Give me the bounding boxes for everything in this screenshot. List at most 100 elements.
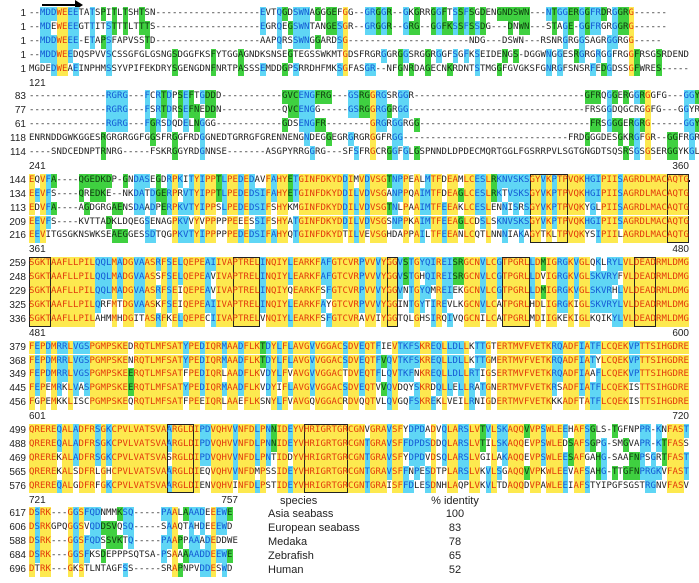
residue: E [128,368,134,383]
residue: N [436,147,442,157]
residue: L [73,271,79,285]
residue: D [51,62,57,77]
residue: G [111,90,117,105]
residue: - [667,63,673,74]
residue: - [436,91,442,102]
residue: E [496,368,502,383]
sequence: ----SNDCEDNPTRNRG-----FSKRGGYRDGNNSE----… [29,146,699,160]
residue: F [161,133,167,144]
residue: - [540,21,546,32]
residue: Y [293,437,299,452]
residue: E [650,63,656,74]
alignment-row: 113 EDVFA----AGDGRGAENSDAADPERPKVTYIPPSLP… [0,201,699,216]
residue: S [568,49,574,60]
residue: - [507,133,513,144]
residue: G [348,104,354,119]
residue: I [199,173,205,188]
residue: E [232,215,238,230]
residue: T [540,340,546,355]
residue: G [381,118,387,133]
residue: - [155,536,161,547]
residue: - [56,564,62,574]
residue: P [210,173,216,188]
residue: P [639,451,645,466]
residue: T [540,368,546,383]
residue: L [67,382,73,397]
residue: G [634,90,640,105]
residue: L [529,271,535,285]
residue: D [155,63,161,74]
residue: S [590,285,596,299]
residue: - [414,133,420,144]
residue: D [397,383,403,394]
residue: N [210,133,216,144]
residue: E [287,465,293,480]
residue: N [238,465,244,480]
residue: Y [194,201,200,216]
residue: G [551,298,557,313]
residue: G [381,201,387,216]
residue: - [562,91,568,102]
residue: D [452,147,458,157]
residue: V [260,369,266,380]
residue: S [29,312,35,327]
residue: S [425,437,431,452]
residue: - [419,119,425,130]
residue: A [573,424,579,438]
residue: T [144,368,150,383]
residue: P [601,201,607,216]
residue: G [617,7,623,21]
residue: F [573,354,579,369]
residue: K [403,340,409,355]
residue: M [513,354,519,369]
residue: S [271,466,277,477]
residue: A [584,396,590,411]
residue: - [133,536,139,547]
residue: - [656,21,662,32]
residue: Y [694,90,699,105]
residue: - [56,174,62,185]
residue: R [557,285,563,299]
residue: - [331,91,337,102]
residue: V [133,479,139,494]
residue: L [667,285,673,299]
residue: Q [133,550,139,561]
residue: A [56,285,62,299]
residue: G [628,480,634,491]
residue: I [485,49,491,60]
residue: I [573,299,579,310]
sequence: FGPEMKKLISCPGMPSKEQRQTLMFSATFPEEIQRLAAEF… [29,396,689,411]
residue: - [139,119,145,130]
residue: T [639,368,645,383]
residue: F [447,49,453,60]
residue: V [392,396,398,411]
residue: - [474,91,480,102]
residue: R [216,396,222,411]
alignment-row: 488 QREREQALADFRSGKCPVLVATSVAARGLDIPDVQHV… [0,437,699,452]
residue: I [606,201,612,216]
residue: P [227,229,233,244]
residue: P [221,230,227,241]
residue: R [271,21,277,32]
residue: L [601,340,607,355]
residue: V [573,285,579,299]
residue: R [634,215,640,230]
residue: V [480,285,486,299]
residue: I [485,452,491,463]
residue: P [414,451,420,466]
residue: G [689,146,695,160]
residue: - [557,105,563,116]
residue: R [45,451,51,466]
residue: N [474,312,480,327]
residue: T [540,382,546,397]
residue: A [414,187,420,202]
residue: V [507,187,513,202]
residue: V [364,312,370,327]
residue: V [397,285,403,299]
residue: S [617,215,623,230]
residue: T [84,21,90,32]
residue: A [117,271,123,285]
residue: D [238,187,244,202]
residue: R [40,549,46,563]
residue: F [161,285,167,299]
